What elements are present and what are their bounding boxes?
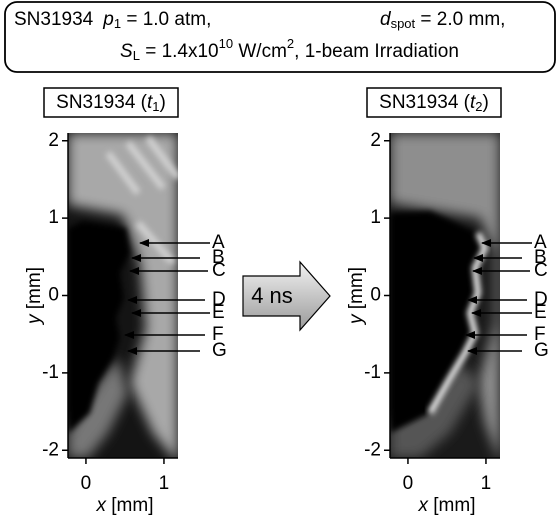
marker-label: G xyxy=(534,340,549,361)
text-part: y xyxy=(24,313,45,326)
text-part: [mm] xyxy=(346,267,367,315)
delay-arrow xyxy=(242,260,331,332)
text-part: [mm] xyxy=(106,495,154,516)
text-part: ) xyxy=(483,92,489,113)
panel-title: SN31934 (t1) xyxy=(56,92,166,114)
text-part: t xyxy=(470,92,476,113)
x-axis-label: x [mm] xyxy=(418,495,476,516)
panel-title-box xyxy=(43,87,179,118)
marker-label: A xyxy=(212,232,225,253)
marker-label: E xyxy=(212,302,225,323)
y-axis-label: y [mm] xyxy=(346,267,367,326)
marker-label: G xyxy=(212,340,227,361)
marker-label: D xyxy=(534,289,548,310)
marker-label: B xyxy=(212,247,225,268)
panel-title-box xyxy=(366,87,502,118)
y-tick-label: -1 xyxy=(364,362,381,383)
marker-label: E xyxy=(534,302,547,323)
y-tick-label: 2 xyxy=(370,130,381,151)
y-tick-label: 1 xyxy=(370,207,381,228)
marker-label: B xyxy=(534,247,547,268)
panel-title: SN31934 (t2) xyxy=(379,92,489,114)
shadowgraph-1 xyxy=(68,133,178,458)
text-part: x xyxy=(418,495,430,516)
marker-label: C xyxy=(534,260,548,281)
header-box xyxy=(4,1,556,73)
marker-label: C xyxy=(212,260,226,281)
text-part: [mm] xyxy=(428,495,476,516)
text-part: 2 xyxy=(475,99,482,114)
x-axis-label: x [mm] xyxy=(96,495,154,516)
text-part: ) xyxy=(160,92,166,113)
y-tick-label: -1 xyxy=(42,362,59,383)
header-line: SL = 1.4x1010 W/cm2, 1-beam Irradiation xyxy=(120,36,459,63)
text-part: 1 xyxy=(152,99,159,114)
delay-label: 4 ns xyxy=(251,283,293,308)
header-line: SN31934 p1 = 1.0 atm, xyxy=(14,9,211,31)
x-tick-label: 1 xyxy=(159,473,170,494)
text-part: SN31934 ( xyxy=(379,92,471,113)
y-tick-label: 0 xyxy=(48,285,59,306)
header-line: dspot = 2.0 mm, xyxy=(380,9,505,31)
y-tick-label: -2 xyxy=(364,439,381,460)
text-part: SN31934 ( xyxy=(56,92,148,113)
marker-label: A xyxy=(534,232,547,253)
y-tick-label: 1 xyxy=(48,207,59,228)
text-part: y xyxy=(346,313,367,326)
x-tick-label: 0 xyxy=(81,473,92,494)
text-part: x xyxy=(96,495,108,516)
x-tick-label: 1 xyxy=(481,473,492,494)
text-part: t xyxy=(147,92,153,113)
y-tick-label: -2 xyxy=(42,439,59,460)
marker-label: F xyxy=(212,324,224,345)
marker-label: D xyxy=(212,289,226,310)
y-axis-label: y [mm] xyxy=(24,267,45,326)
marker-label: F xyxy=(534,324,546,345)
text-part: [mm] xyxy=(24,267,45,315)
x-tick-label: 0 xyxy=(403,473,414,494)
shadowgraph-2 xyxy=(390,133,500,458)
y-tick-label: 0 xyxy=(370,285,381,306)
y-tick-label: 2 xyxy=(48,130,59,151)
